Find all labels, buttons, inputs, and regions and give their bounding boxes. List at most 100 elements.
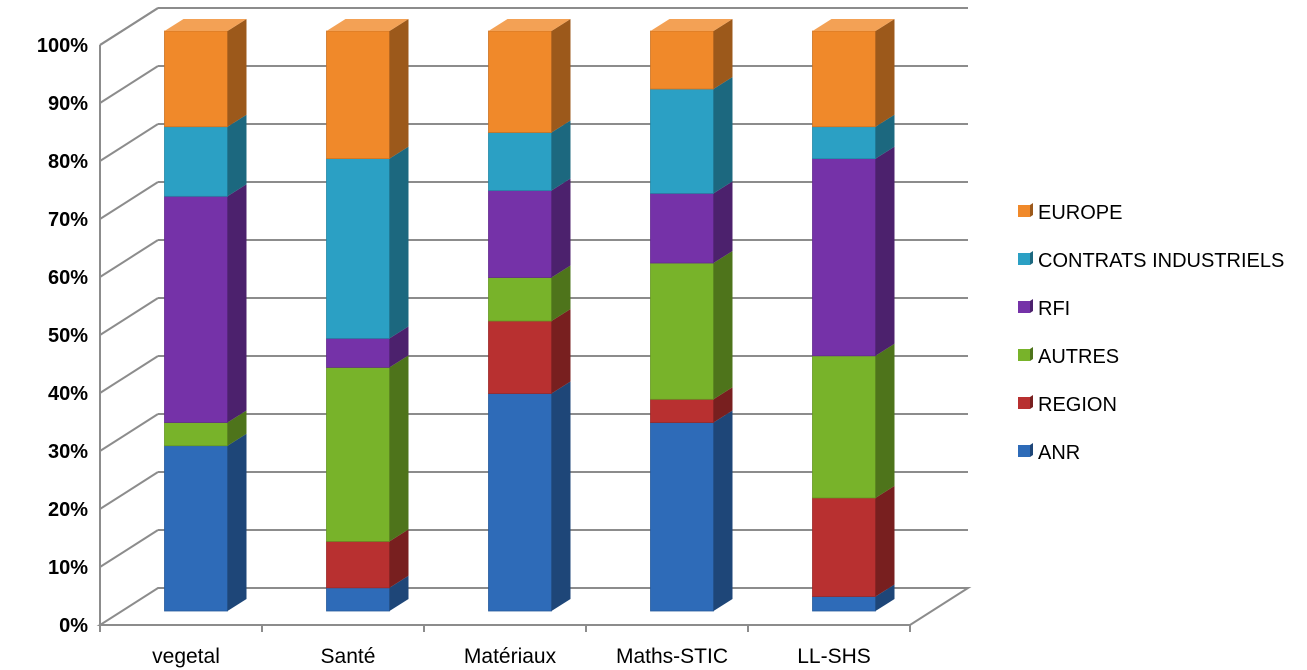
bar-segment-side [389, 529, 409, 588]
bar-segment-side [875, 19, 895, 127]
bar-segment-side [227, 114, 247, 197]
legend-swatch [1018, 445, 1030, 457]
bar-segment [650, 251, 733, 400]
bar-segment-side [875, 114, 895, 159]
bar-segment [650, 77, 733, 194]
wall-edge [99, 7, 159, 46]
bar-segment [812, 146, 895, 357]
bar-segment [326, 355, 409, 542]
bar-segment [812, 114, 895, 159]
gridline-diagonal [99, 413, 159, 452]
legend-label: CONTRATS INDUSTRIELS [1038, 250, 1284, 272]
bar-segment-side [227, 410, 247, 446]
bar-segment-side [389, 19, 409, 159]
legend-label: ANR [1038, 442, 1080, 464]
legend-swatch-side [1030, 347, 1033, 361]
bar-segment-side [227, 184, 247, 423]
bar-segment-front [164, 195, 228, 423]
bar-segment [164, 184, 247, 423]
bar-segment-front [326, 30, 390, 159]
legend-label: REGION [1038, 394, 1117, 416]
legend-swatch-side [1030, 395, 1033, 409]
bar-top-face [164, 19, 247, 31]
y-tick-label: 20% [48, 499, 88, 521]
bar-segment [164, 433, 247, 612]
axis-layer: 0% 10% 20% 30% 40% 50% 60% 70% 80% 90% 100% vegetal… [37, 35, 911, 668]
gridline-diagonal [99, 355, 159, 394]
bar-segment-front [650, 30, 714, 90]
bar-top-face [326, 19, 409, 31]
bar-segment-front [326, 587, 390, 612]
bar-segment-side [551, 309, 571, 394]
bar-segment-side [713, 387, 733, 423]
bar-segment-side [551, 381, 571, 611]
legend-item: EUROPE [1018, 202, 1122, 224]
bar-segment [650, 19, 733, 90]
bar-top-face [812, 19, 895, 31]
bar-segment-front [488, 320, 552, 394]
bar-segment [326, 146, 409, 339]
legend-item: AUTRES [1018, 346, 1119, 368]
bar-segment-front [812, 158, 876, 357]
gridline-diagonal [99, 297, 159, 336]
bar-segment-front [164, 445, 228, 612]
legend-swatch-side [1030, 299, 1033, 313]
legend: EUROPE CONTRATS INDUSTRIELS RFI AUTRES REGIO… [1018, 202, 1284, 464]
gridline-diagonal [99, 471, 159, 510]
bar-segment-side [875, 146, 895, 356]
bar-segment-side [551, 265, 571, 321]
y-tick-label: 10% [48, 557, 88, 579]
bar-segment-front [812, 126, 876, 159]
bar-segment [326, 19, 409, 159]
bar-segment [812, 343, 895, 499]
y-tick-label: 50% [48, 325, 88, 347]
y-tick-label: 60% [48, 267, 88, 289]
bar-segment [326, 575, 409, 612]
bar-segment [650, 410, 733, 612]
legend-swatch-side [1030, 203, 1033, 217]
bar-segment-front [812, 497, 876, 597]
bar-segment-front [164, 126, 228, 197]
bar-segment [488, 381, 571, 612]
legend-item: CONTRATS INDUSTRIELS [1018, 250, 1284, 272]
bar-segment-front [326, 541, 390, 589]
bar-segment [488, 120, 571, 191]
bar-segment-side [389, 146, 409, 339]
bar-segment-side [875, 584, 895, 611]
legend-swatch [1018, 205, 1030, 217]
gridline-diagonal [99, 529, 159, 568]
bar-segment [488, 309, 571, 394]
x-tick-label: Santé [321, 645, 376, 668]
bar-segment-side [713, 77, 733, 194]
y-tick-label: 80% [48, 151, 88, 173]
bar-segment [164, 410, 247, 447]
bar-segment-side [389, 326, 409, 368]
bars-layer [164, 19, 895, 612]
bar-segment-front [326, 366, 390, 542]
bar-segment-front [488, 132, 552, 191]
y-tick-label: 0% [59, 615, 88, 637]
bar-segment-side [227, 19, 247, 127]
bar-segment [164, 114, 247, 197]
bar-segment [650, 181, 733, 264]
bar-segment-side [713, 19, 733, 89]
x-tick-label: Matériaux [464, 645, 557, 668]
legend-swatch [1018, 301, 1030, 313]
legend-item: REGION [1018, 394, 1117, 416]
x-tick-label: Maths-STIC [616, 645, 728, 668]
legend-item: RFI [1018, 298, 1070, 320]
bar-segment-side [713, 410, 733, 611]
bar-segment-side [389, 355, 409, 542]
bar-segment [488, 265, 571, 322]
y-tick-label: 40% [48, 383, 88, 405]
bar-top-face [488, 19, 571, 31]
legend-label: AUTRES [1038, 346, 1119, 368]
bar-segment-front [488, 277, 552, 322]
bar-segment-front [812, 355, 876, 499]
legend-swatch-side [1030, 251, 1033, 265]
bar-segment-side [875, 343, 895, 498]
bar-segment-front [326, 337, 390, 368]
bar-segment-front [488, 30, 552, 133]
